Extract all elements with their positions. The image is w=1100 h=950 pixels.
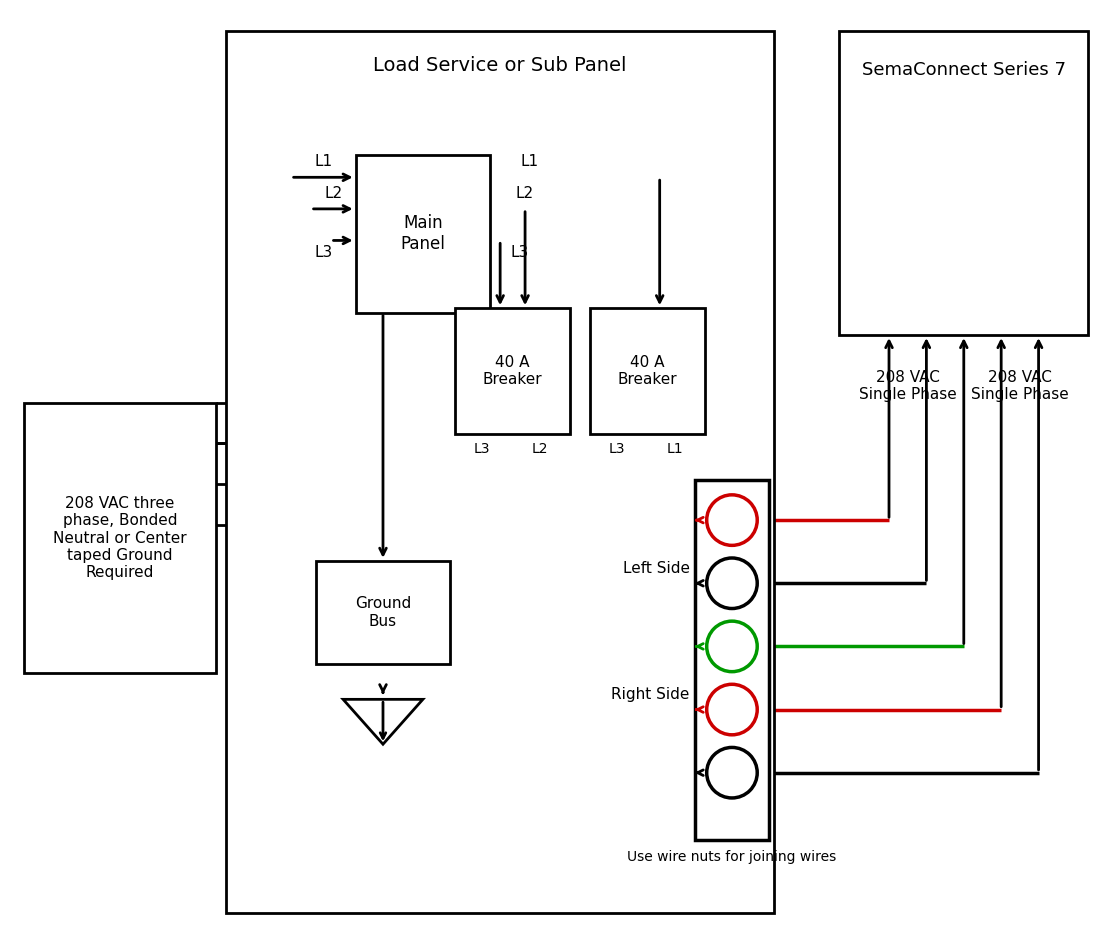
Text: L3: L3 [510,245,528,260]
Circle shape [706,495,757,545]
Text: L3: L3 [474,443,491,456]
Text: 40 A
Breaker: 40 A Breaker [483,355,542,388]
Text: SemaConnect Series 7: SemaConnect Series 7 [861,61,1066,79]
Circle shape [706,748,757,798]
Circle shape [706,558,757,609]
Text: L2: L2 [531,443,548,456]
Text: L2: L2 [515,186,534,200]
Circle shape [706,684,757,734]
Text: 40 A
Breaker: 40 A Breaker [617,355,676,388]
Bar [455,308,570,434]
Bar [226,31,774,913]
Text: Main
Panel: Main Panel [400,215,446,253]
Polygon shape [343,699,422,744]
Text: 208 VAC
Single Phase: 208 VAC Single Phase [971,370,1069,403]
Text: L2: L2 [324,186,342,200]
Bar [355,155,491,313]
Text: Right Side: Right Side [612,687,690,702]
Text: L1: L1 [315,154,332,169]
Text: L1: L1 [521,154,539,169]
Circle shape [706,621,757,672]
Text: 208 VAC three
phase, Bonded
Neutral or Center
taped Ground
Required: 208 VAC three phase, Bonded Neutral or C… [53,496,187,580]
Bar [694,480,769,841]
Text: L3: L3 [608,443,625,456]
Text: Use wire nuts for joining wires: Use wire nuts for joining wires [627,850,837,864]
Bar [839,31,1088,335]
Text: L3: L3 [315,245,333,260]
Text: Left Side: Left Side [623,560,690,576]
Text: Ground
Bus: Ground Bus [355,597,411,629]
Bar [590,308,704,434]
Bar [316,560,450,664]
Text: Load Service or Sub Panel: Load Service or Sub Panel [373,56,627,75]
Bar [23,403,216,674]
Text: 208 VAC
Single Phase: 208 VAC Single Phase [859,370,957,403]
Text: L1: L1 [667,443,683,456]
